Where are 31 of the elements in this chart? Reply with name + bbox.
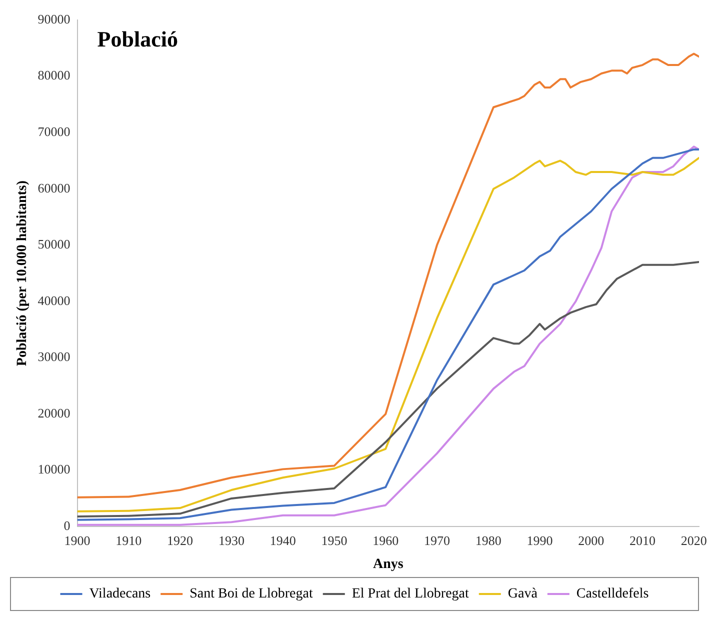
x-tick-label: 1930 (218, 532, 244, 548)
y-tick-label: 30000 (38, 349, 70, 364)
y-tick-label: 20000 (38, 405, 70, 420)
x-tick-label: 1980 (475, 532, 502, 548)
y-tick-label: 90000 (38, 11, 70, 26)
legend-label: Sant Boi de Llobregat (190, 586, 313, 602)
x-axis-title: Anys (372, 557, 404, 572)
legend-label: Castelldefels (576, 586, 649, 602)
y-axis-title: Població (per 10.000 habitants) (15, 180, 30, 366)
legend-label: Viladecans (89, 586, 151, 602)
x-tick-label: 1990 (526, 532, 553, 548)
x-tick-label: 1950 (321, 532, 348, 548)
x-tick-label: 2000 (578, 532, 604, 548)
x-tick-label: 2010 (629, 532, 656, 548)
x-tick-label: 1910 (116, 532, 142, 548)
x-tick-label: 2020 (680, 532, 707, 548)
y-tick-label: 70000 (38, 124, 70, 139)
x-tick-label: 1970 (424, 532, 450, 548)
x-tick-label: 1960 (372, 532, 399, 548)
y-tick-label: 10000 (38, 462, 70, 477)
y-tick-label: 80000 (38, 68, 70, 83)
y-tick-label: 40000 (38, 292, 70, 308)
y-tick-label: 60000 (38, 180, 70, 196)
x-tick-label: 1940 (270, 532, 296, 548)
x-tick-label: 1920 (167, 532, 194, 548)
y-tick-label: 50000 (38, 236, 70, 252)
legend-label: El Prat del Llobregat (352, 586, 469, 602)
x-tick-label: 1900 (64, 532, 90, 548)
legend-label: Gavà (508, 586, 538, 602)
y-tick-label: 0 (64, 518, 70, 534)
chart-title: Població (97, 26, 178, 52)
